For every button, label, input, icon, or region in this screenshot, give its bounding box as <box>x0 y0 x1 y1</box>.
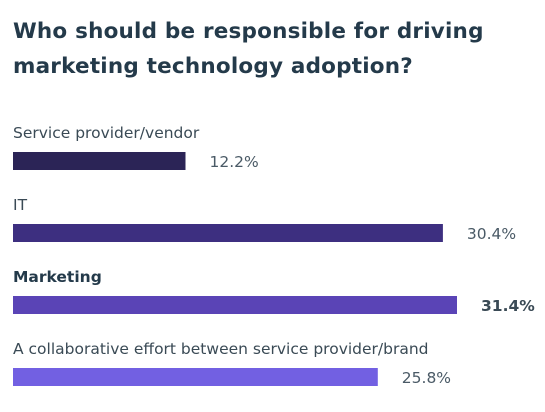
value-label-a-collaborative-effort-between-service-provider-brand: 25.8% <box>402 369 451 387</box>
value-label-it: 30.4% <box>467 225 516 243</box>
value-label-service-provider-vendor: 12.2% <box>210 153 259 171</box>
category-label-marketing: Marketing <box>13 268 102 286</box>
bar-it <box>13 224 443 242</box>
value-label-marketing: 31.4% <box>481 297 535 315</box>
bar-service-provider-vendor <box>13 152 186 170</box>
category-label-service-provider-vendor: Service provider/vendor <box>13 124 200 142</box>
category-label-it: IT <box>13 196 28 214</box>
chart-title: Who should be responsible for driving ma… <box>13 19 484 79</box>
category-label-a-collaborative-effort-between-service-provider-brand: A collaborative effort between service p… <box>13 340 429 358</box>
bar-a-collaborative-effort-between-service-provider-brand <box>13 368 378 386</box>
bar-marketing <box>13 296 457 314</box>
